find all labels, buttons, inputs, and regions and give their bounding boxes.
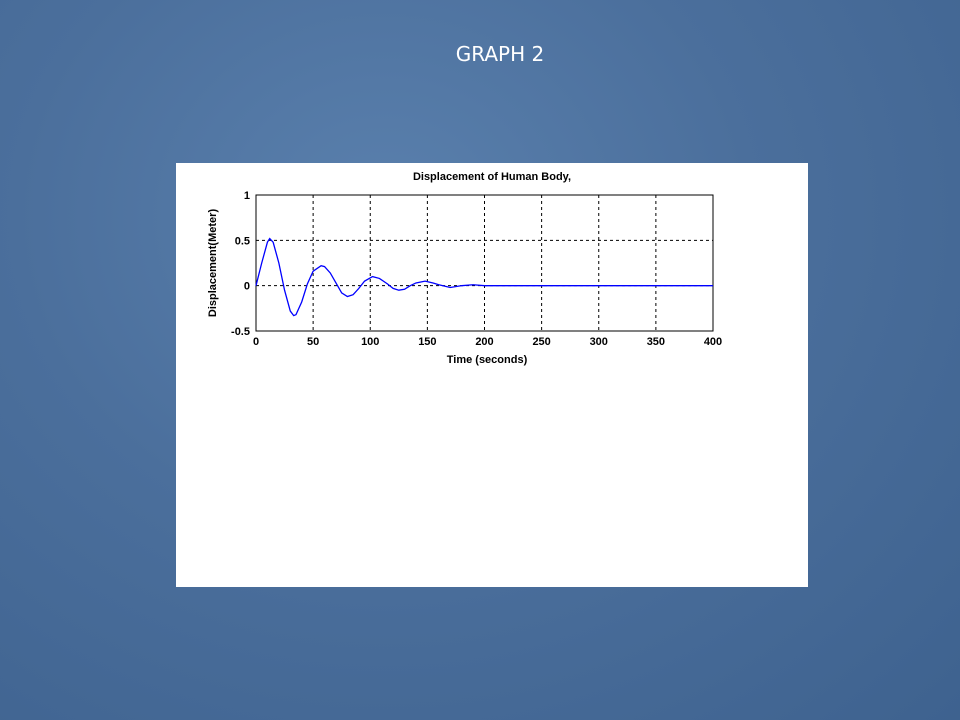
y-tick-label: -0.5 [231,326,250,338]
x-tick-label: 400 [704,336,722,348]
x-tick-label: 50 [307,336,319,348]
y-axis-label: Displacement(Meter) [207,209,219,318]
data-line [255,237,713,317]
x-tick-label: 200 [475,336,493,348]
chart-card: Displacement of Human Body, Time (second… [176,163,808,587]
slide-title: GRAPH 2 [455,42,545,66]
plot-frame [255,194,714,332]
y-tick-label: 1 [244,190,250,202]
x-tick-label: 300 [590,336,608,348]
x-axis-label: Time (seconds) [447,354,528,366]
x-tick-label: 350 [647,336,665,348]
y-tick-label: 0.5 [235,235,250,247]
x-tick-label: 0 [253,336,259,348]
x-tick-label: 250 [532,336,550,348]
y-tick-label: 0 [244,281,250,293]
chart: Displacement of Human Body, Time (second… [207,171,722,366]
x-tick-label: 100 [361,336,379,348]
x-tick-label: 150 [418,336,436,348]
chart-title: Displacement of Human Body, [413,171,571,183]
